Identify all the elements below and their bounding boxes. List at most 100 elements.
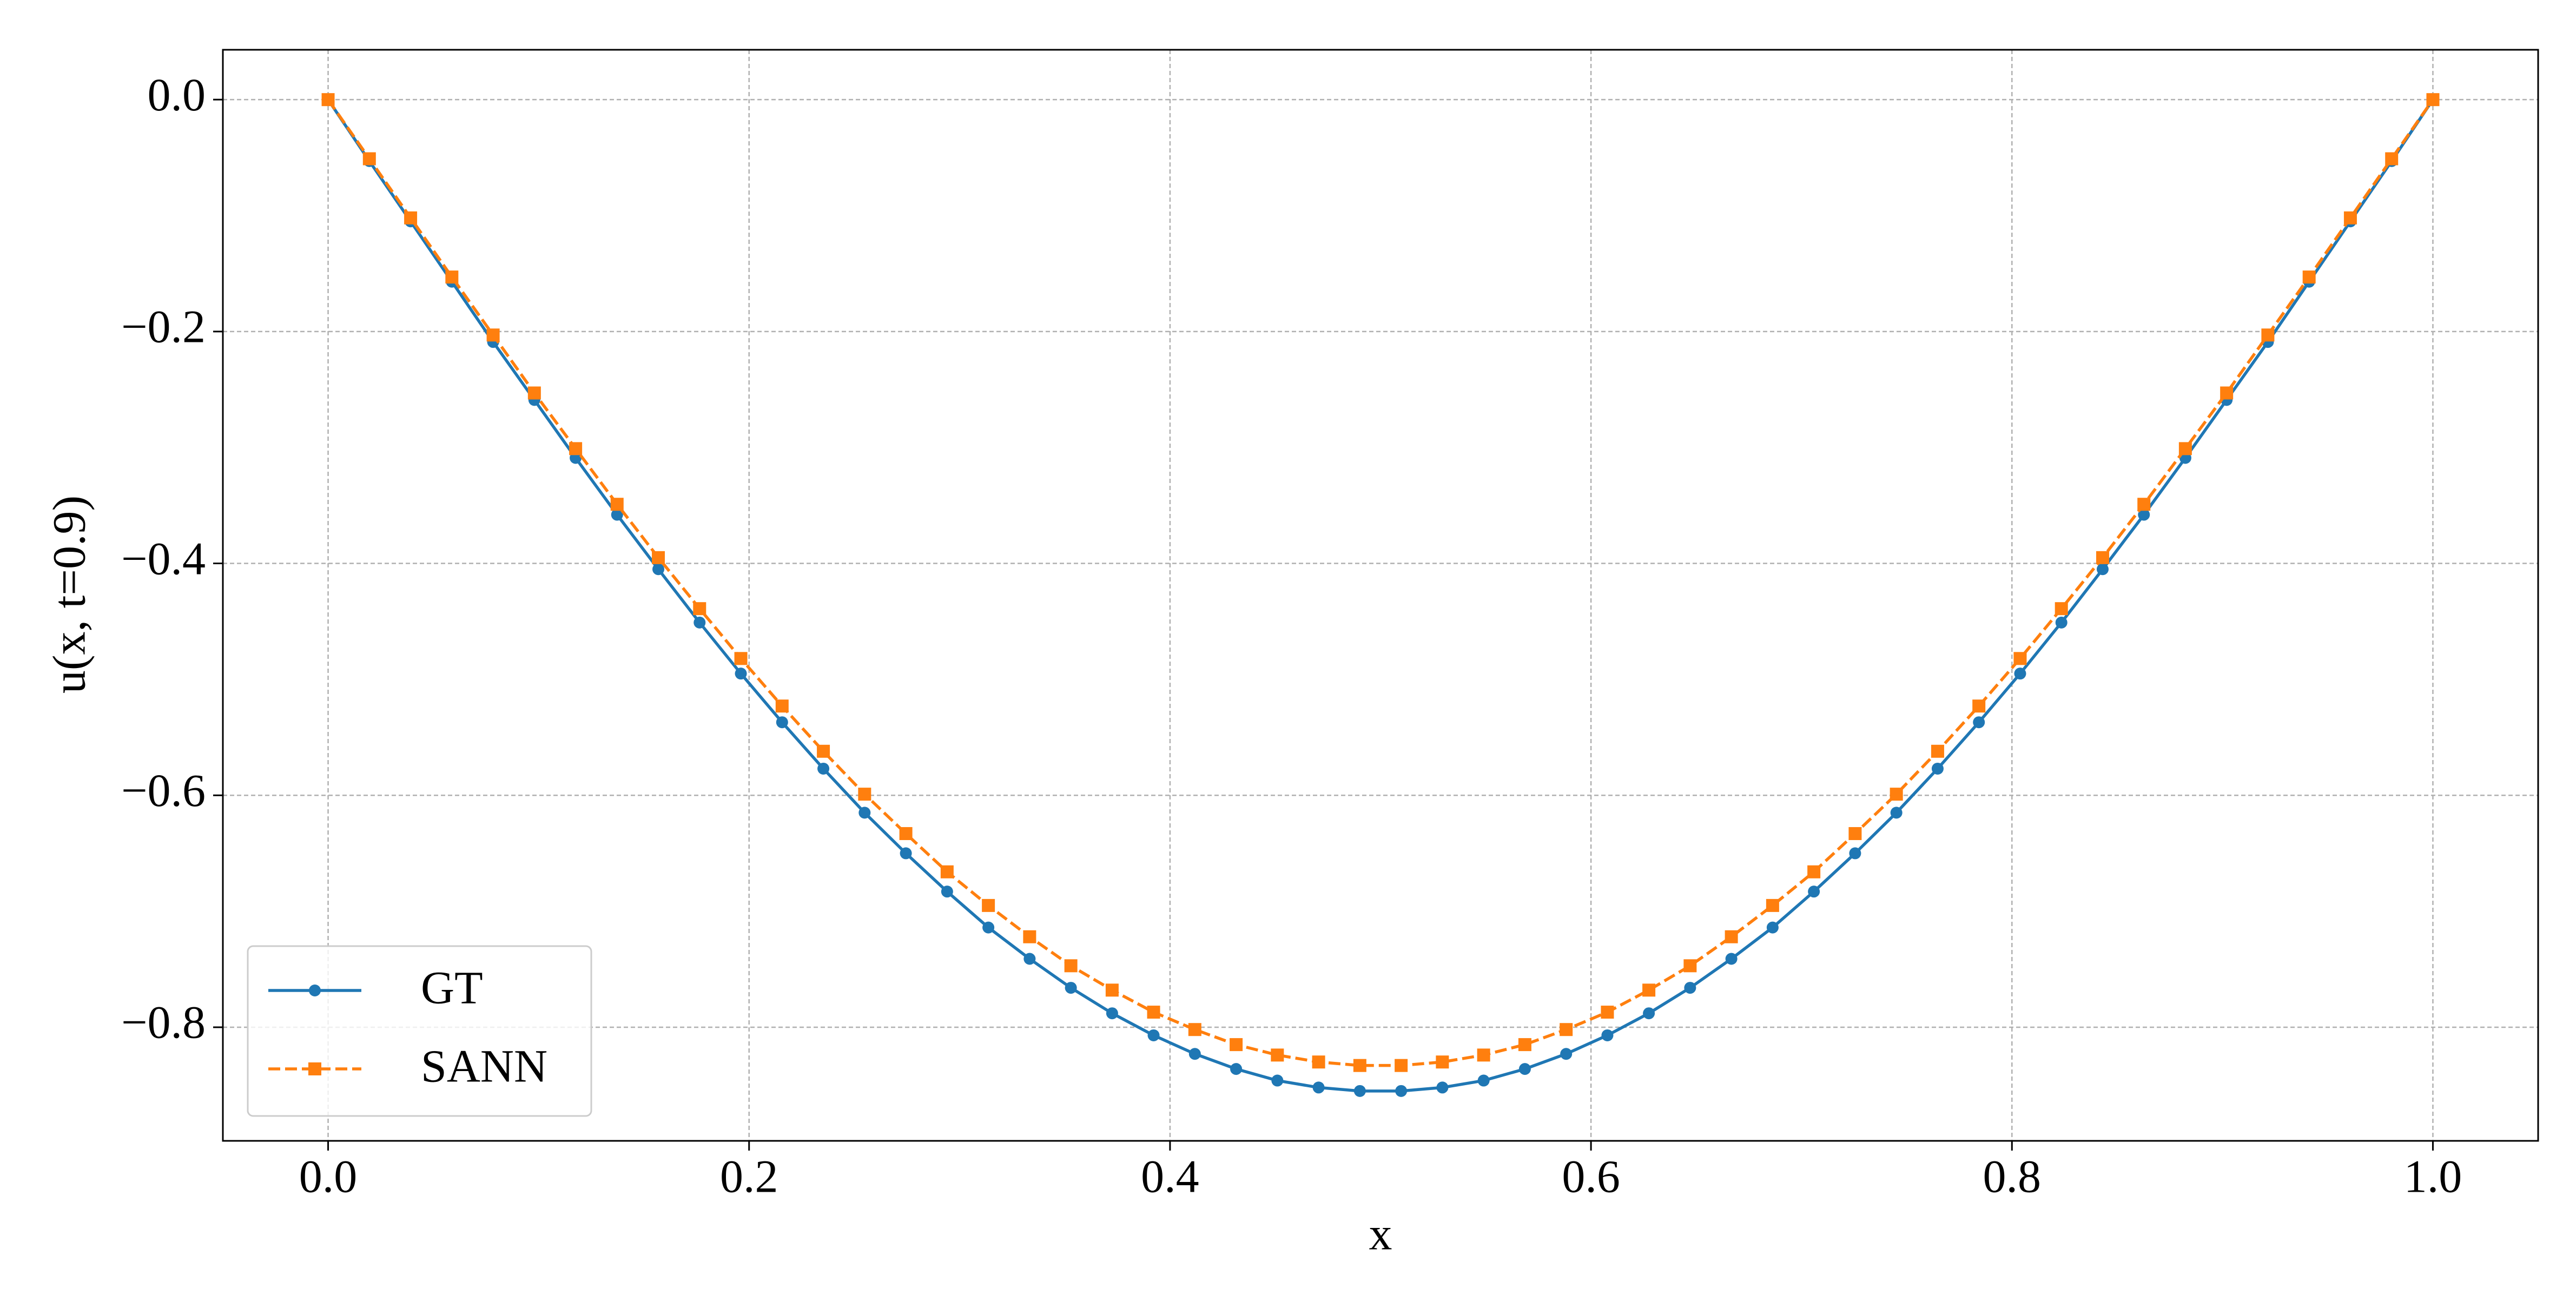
marker	[2261, 328, 2275, 342]
series-line	[327, 98, 2434, 1093]
marker	[1601, 1029, 1614, 1041]
legend-marker	[308, 1062, 321, 1075]
marker	[404, 211, 418, 224]
marker	[1271, 1048, 1284, 1062]
legend-label: SANN	[421, 1040, 547, 1092]
marker	[1518, 1038, 1531, 1052]
marker	[734, 652, 748, 665]
marker	[486, 328, 500, 342]
plot-frame	[222, 49, 2539, 1142]
marker	[1436, 1081, 1449, 1094]
marker	[569, 442, 583, 455]
legend-label: GT	[421, 962, 483, 1014]
marker	[693, 602, 706, 616]
y-tick-label: −0.8	[121, 996, 206, 1048]
marker	[1064, 959, 1078, 973]
marker	[1890, 807, 1903, 819]
marker	[900, 847, 912, 860]
marker	[1188, 1048, 1201, 1060]
marker	[1601, 1006, 1614, 1019]
marker	[2220, 386, 2234, 400]
marker	[1230, 1063, 1243, 1075]
x-tick-label: 0.0	[299, 1151, 358, 1203]
x-tick-label: 0.2	[720, 1151, 778, 1203]
marker	[362, 152, 376, 166]
marker	[1353, 1059, 1366, 1072]
marker	[982, 921, 995, 934]
marker	[2096, 563, 2109, 576]
marker	[693, 616, 706, 629]
marker	[1106, 1007, 1118, 1020]
y-axis-label: u(x, t=0.9)	[43, 496, 95, 693]
marker	[1477, 1074, 1490, 1087]
marker	[2137, 498, 2151, 511]
marker	[611, 508, 623, 521]
marker	[2096, 551, 2109, 564]
marker	[1931, 744, 1944, 758]
marker	[1518, 1063, 1531, 1075]
marker	[1931, 762, 1944, 775]
series-line	[327, 98, 2434, 1067]
marker	[1766, 899, 1779, 912]
marker	[858, 788, 871, 801]
marker	[2138, 508, 2150, 521]
marker	[1973, 716, 1985, 729]
marker	[1395, 1085, 1408, 1097]
marker	[652, 563, 665, 576]
marker	[982, 899, 995, 912]
marker	[1230, 1038, 1243, 1052]
x-tick-label: 0.6	[1562, 1151, 1620, 1203]
y-tick-label: −0.6	[121, 764, 206, 816]
marker	[1725, 953, 1738, 965]
marker	[1684, 982, 1696, 994]
marker	[2055, 602, 2068, 616]
marker	[2343, 211, 2357, 224]
marker	[941, 886, 953, 898]
x-tick-label: 0.4	[1141, 1151, 1199, 1203]
marker	[1065, 982, 1077, 994]
y-tick-label: 0.0	[148, 69, 206, 121]
marker	[2385, 152, 2399, 166]
marker	[858, 807, 871, 819]
marker	[1560, 1048, 1573, 1060]
marker	[1477, 1048, 1490, 1062]
marker	[1023, 953, 1036, 965]
marker	[2426, 93, 2440, 107]
marker	[1849, 847, 1861, 860]
x-axis-label: x	[1369, 1208, 1392, 1260]
marker	[1105, 983, 1119, 997]
x-tick-label: 0.8	[1983, 1151, 2042, 1203]
marker	[1683, 959, 1697, 973]
marker	[1147, 1029, 1160, 1041]
marker	[652, 551, 665, 564]
marker	[321, 93, 335, 107]
marker	[1436, 1055, 1449, 1069]
marker	[2302, 270, 2316, 284]
marker	[776, 716, 788, 729]
marker	[735, 668, 747, 680]
marker	[2178, 442, 2192, 455]
marker	[817, 762, 830, 775]
marker	[1642, 983, 1656, 997]
marker	[1271, 1074, 1284, 1087]
marker	[1890, 788, 1903, 801]
legend-marker	[309, 985, 321, 996]
legend: GT SANN	[247, 945, 592, 1117]
marker	[445, 270, 459, 284]
x-tick-label: 1.0	[2404, 1151, 2462, 1203]
marker	[1725, 930, 1738, 943]
legend-frame	[247, 945, 592, 1117]
marker	[1808, 886, 1820, 898]
marker	[1188, 1023, 1201, 1036]
marker	[899, 827, 913, 840]
marker	[1560, 1023, 1573, 1036]
marker	[1848, 827, 1862, 840]
marker	[1023, 930, 1036, 943]
marker	[2014, 668, 2026, 680]
marker	[2055, 616, 2068, 629]
y-tick-label: −0.2	[121, 301, 206, 353]
marker	[1353, 1085, 1366, 1097]
marker	[1766, 921, 1779, 934]
marker	[1395, 1059, 1408, 1072]
